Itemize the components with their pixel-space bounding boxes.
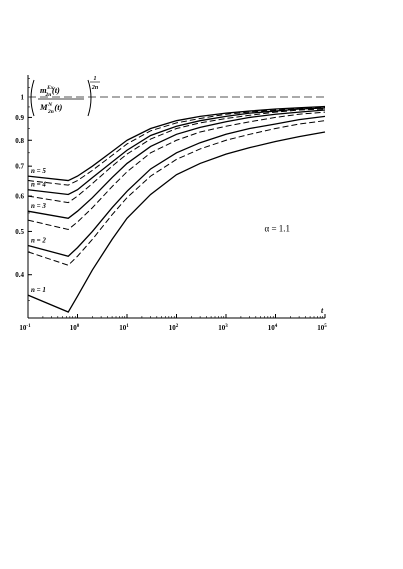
series-label-0: n = 1 xyxy=(31,286,46,294)
right-paren xyxy=(87,79,92,117)
series-label-2: n = 2 xyxy=(31,237,46,245)
x-axis-label: t xyxy=(321,306,324,315)
series-labels: n = 1 n = 2 n = 3 n = 4 n = 5 xyxy=(31,167,46,294)
y-tick-label: 0.5 xyxy=(15,228,24,236)
y-ticks: 1 0.9 0.8 0.7 0.6 0.5 0.4 xyxy=(15,78,32,301)
x-tick-label: 103 xyxy=(218,324,228,332)
ylabel-exponent-denominator: 2n xyxy=(91,85,99,91)
ylabel-numerator: mEx 2n(t) xyxy=(40,85,60,98)
axes xyxy=(27,75,325,319)
series-line-3 xyxy=(27,111,326,231)
x-tick-label: 102 xyxy=(169,324,179,332)
series-line-7 xyxy=(27,106,326,186)
y-axis-label: mEx 2n(t) MN 2n(t) 1 2n xyxy=(30,76,100,117)
x-tick-label: 10-1 xyxy=(19,324,31,332)
y-tick-label: 0.7 xyxy=(15,163,24,171)
series-line-1 xyxy=(27,120,326,266)
x-ticks: 10-1 100 101 102 103 104 105 xyxy=(19,314,327,332)
x-tick-label: 101 xyxy=(119,324,129,332)
series-label-6: n = 4 xyxy=(31,181,46,189)
series-line-2 xyxy=(27,115,326,257)
series-line-5 xyxy=(27,108,326,204)
series-label-4: n = 3 xyxy=(31,202,46,210)
x-tick-label: 100 xyxy=(70,324,80,332)
series-line-0 xyxy=(27,131,326,313)
left-paren xyxy=(30,79,35,117)
series-line-4 xyxy=(27,109,326,219)
x-tick-label: 105 xyxy=(317,324,327,332)
alpha-annotation: α = 1.1 xyxy=(265,223,291,233)
series-line-8 xyxy=(27,105,326,182)
series-label-8: n = 5 xyxy=(31,167,46,175)
y-tick-label: 0.8 xyxy=(15,137,24,145)
ylabel-exponent-numerator: 1 xyxy=(94,76,97,82)
y-tick-label: 0.9 xyxy=(15,114,24,122)
y-tick-label: 0.4 xyxy=(15,271,24,279)
series-lines xyxy=(27,105,326,313)
y-tick-label: 0.6 xyxy=(15,193,24,201)
x-tick-label: 104 xyxy=(268,324,278,332)
ylabel-denominator: MN 2n(t) xyxy=(39,102,63,115)
y-tick-label: 1 xyxy=(21,93,25,101)
series-line-6 xyxy=(27,107,326,196)
